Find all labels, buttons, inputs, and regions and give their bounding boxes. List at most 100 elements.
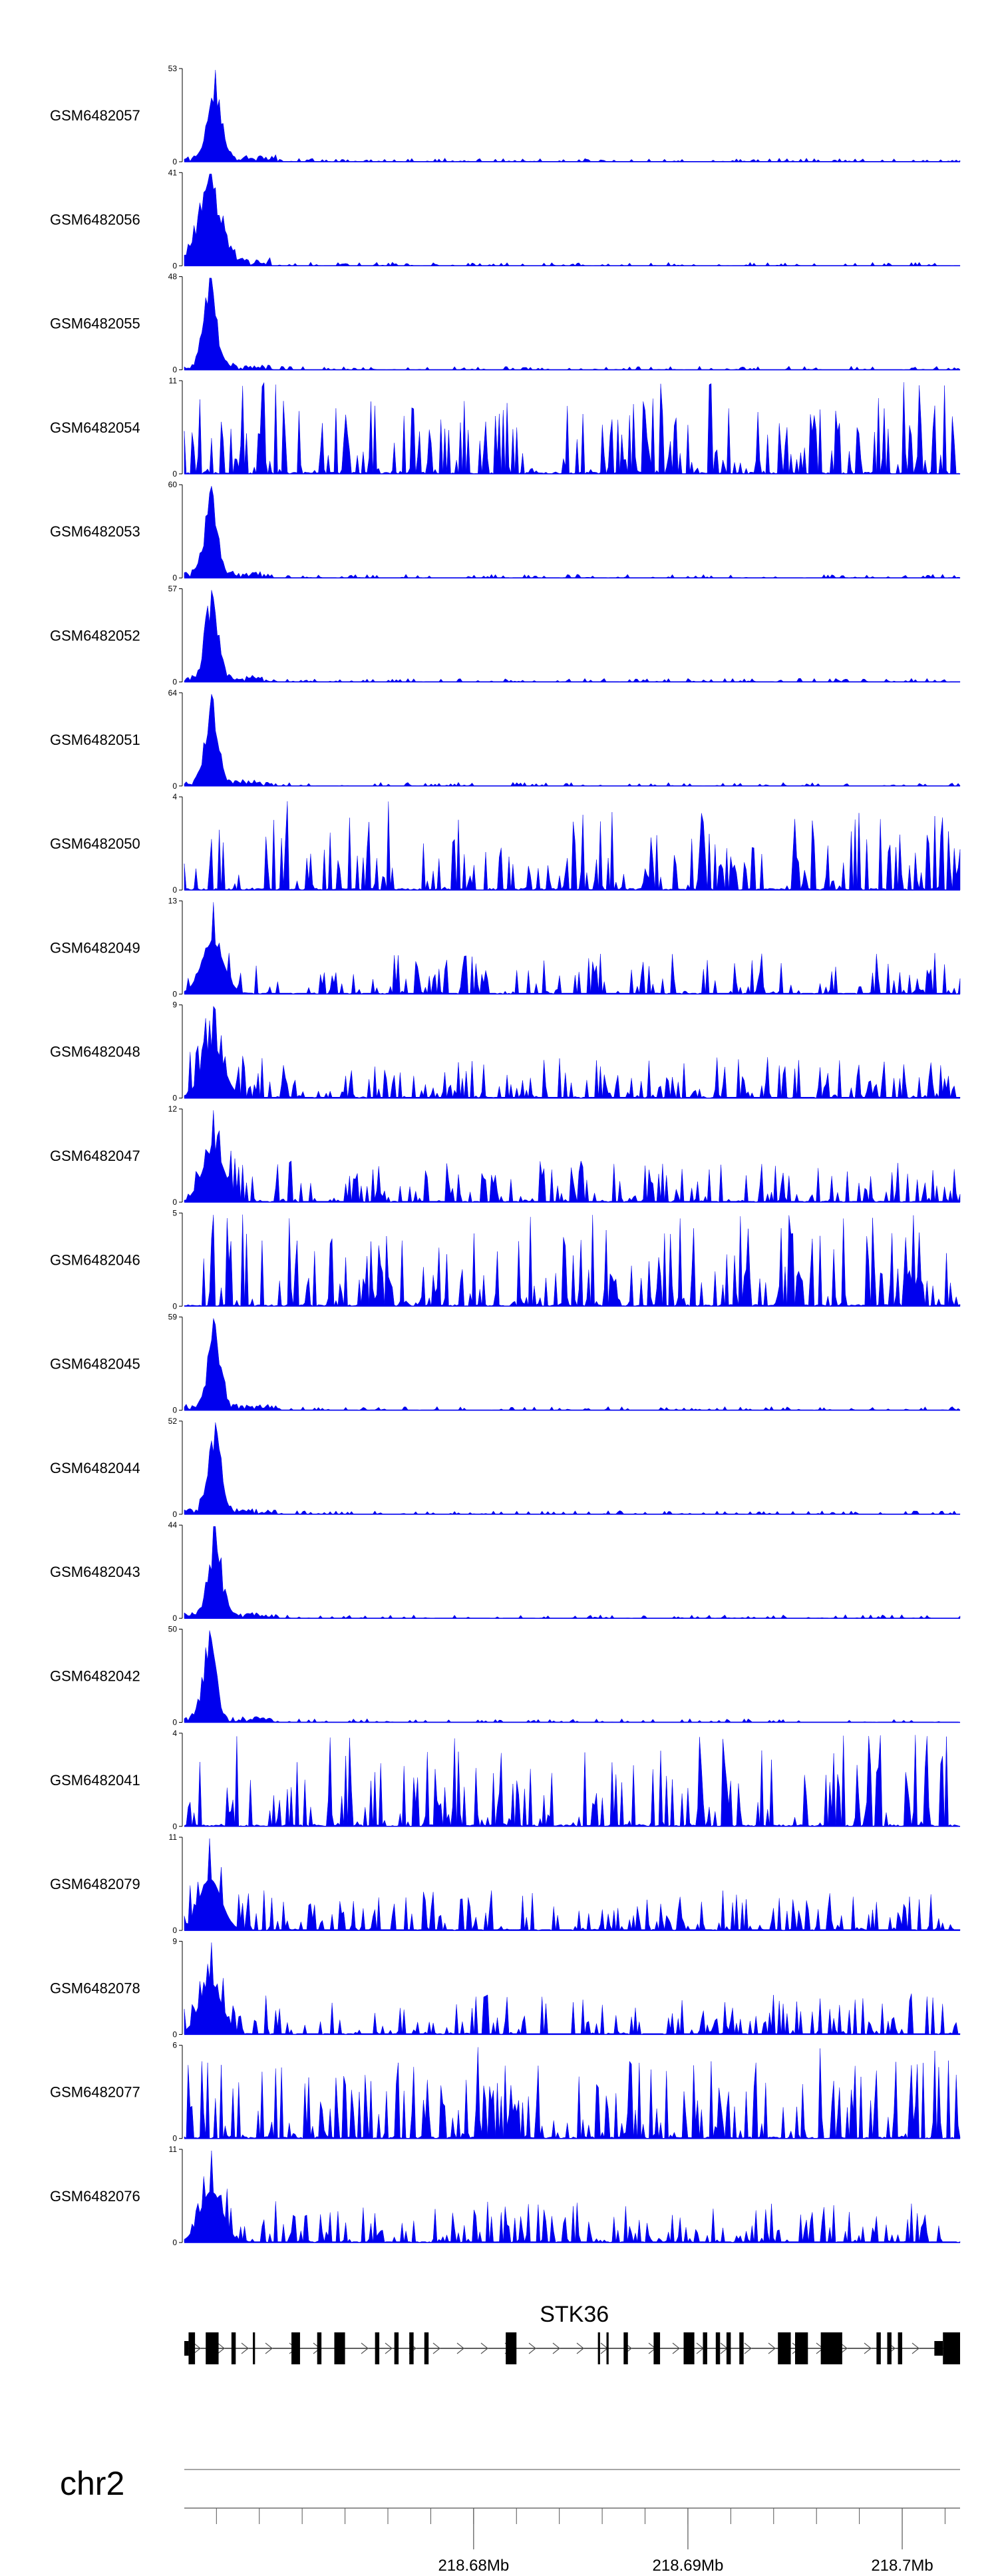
coverage-area [184, 1005, 961, 1098]
gene-exon [334, 2332, 345, 2364]
y-max-label: 53 [168, 64, 178, 73]
genome-coordinate-label: 218.7Mb [871, 2557, 933, 2575]
track-label: GSM6482078 [50, 1980, 140, 1996]
gene-exon [943, 2332, 960, 2364]
gene-exon [606, 2332, 609, 2364]
y-max-label: 11 [169, 2145, 178, 2154]
y-max-label: 41 [168, 168, 178, 177]
track-label: GSM6482077 [50, 2084, 140, 2101]
y-min-label: 0 [172, 2134, 177, 2143]
y-max-label: 13 [168, 896, 178, 905]
coverage-track: GSM6482046 5 0 [50, 1208, 961, 1311]
coverage-area [184, 1630, 961, 1723]
coverage-area [184, 1735, 961, 1827]
gene-exon [726, 2332, 731, 2364]
gene-exon [653, 2332, 661, 2364]
track-label: GSM6482079 [50, 1876, 140, 1892]
y-min-label: 0 [172, 989, 177, 998]
strand-arrow [552, 2342, 560, 2354]
gene-exon [253, 2332, 255, 2364]
track-label: GSM6482056 [50, 211, 140, 228]
gene-exon [715, 2332, 721, 2364]
gene-exon [794, 2332, 808, 2364]
track-label: GSM6482050 [50, 835, 140, 852]
gene-exon [394, 2332, 399, 2364]
y-min-label: 0 [172, 1926, 177, 1935]
strand-arrow [385, 2342, 393, 2354]
coverage-track: GSM6482041 4 0 [50, 1729, 961, 1831]
coverage-track: GSM6482077 6 0 [50, 2041, 961, 2143]
strand-arrow [768, 2342, 776, 2354]
strand-arrow [528, 2342, 536, 2354]
coverage-track: GSM6482076 11 0 [50, 2145, 961, 2247]
coverage-track: GSM6482043 44 0 [50, 1520, 961, 1623]
y-min-label: 0 [172, 885, 177, 895]
y-max-label: 59 [168, 1313, 178, 1322]
y-min-label: 0 [172, 1510, 177, 1519]
gene-exon [375, 2332, 380, 2364]
y-max-label: 57 [168, 584, 178, 594]
y-max-label: 4 [172, 792, 177, 801]
gene-exon [898, 2332, 903, 2364]
gene-exon [623, 2332, 628, 2364]
coverage-track: GSM6482044 52 0 [50, 1416, 961, 1519]
gene-annotation-track: STK36 [184, 2302, 960, 2364]
y-max-label: 12 [168, 1104, 178, 1114]
coverage-track: GSM6482054 11 0 [50, 376, 961, 479]
coverage-area [184, 1942, 961, 2035]
y-max-label: 44 [168, 1520, 178, 1530]
track-label: GSM6482048 [50, 1044, 140, 1060]
gene-name-label: STK36 [540, 2302, 609, 2327]
gene-exon [409, 2332, 414, 2364]
strand-arrow [241, 2342, 249, 2354]
strand-arrow [672, 2342, 680, 2354]
y-max-label: 11 [169, 376, 178, 385]
coverage-track: GSM6482079 11 0 [50, 1832, 961, 1935]
genome-axis-track: chr2 218.68Mb 218.69Mb 218.7Mb [60, 2465, 960, 2575]
coverage-area [184, 174, 961, 266]
strand-arrow [193, 2342, 201, 2354]
strand-arrow [265, 2342, 273, 2354]
gene-exon [703, 2332, 707, 2364]
y-min-label: 0 [172, 1301, 177, 1311]
coverage-area [184, 382, 961, 475]
y-max-label: 9 [172, 1000, 177, 1010]
coverage-area [184, 2047, 961, 2139]
track-label: GSM6482041 [50, 1772, 140, 1789]
gene-exon [820, 2332, 842, 2364]
y-min-label: 0 [172, 2238, 177, 2247]
gene-exon [778, 2332, 791, 2364]
coverage-area [184, 902, 961, 994]
y-min-label: 0 [172, 678, 177, 687]
y-max-label: 4 [172, 1729, 177, 1738]
track-label: GSM6482049 [50, 939, 140, 956]
coverage-area [184, 2150, 961, 2243]
y-min-label: 0 [172, 573, 177, 582]
track-label: GSM6482043 [50, 1564, 140, 1580]
coverage-area [184, 486, 961, 578]
track-label: GSM6482051 [50, 732, 140, 748]
coverage-area [184, 1838, 961, 1931]
coverage-track: GSM6482047 12 0 [50, 1104, 961, 1207]
coverage-track: GSM6482052 57 0 [50, 584, 961, 687]
strand-arrow [361, 2342, 369, 2354]
strand-arrow [840, 2342, 848, 2354]
coverage-track: GSM6482078 9 0 [50, 1936, 961, 2039]
track-label: GSM6482047 [50, 1148, 140, 1164]
coverage-area [184, 1110, 961, 1203]
coverage-track: GSM6482057 53 0 [50, 64, 961, 166]
gene-utr [184, 2341, 189, 2356]
coverage-area [184, 69, 961, 162]
strand-arrow [432, 2342, 440, 2354]
y-max-label: 5 [172, 1208, 177, 1217]
gene-exon [206, 2332, 219, 2364]
track-label: GSM6482055 [50, 316, 140, 332]
coverage-area [184, 801, 961, 891]
y-max-label: 50 [168, 1625, 178, 1634]
strand-arrow [456, 2342, 464, 2354]
y-max-label: 9 [172, 1936, 177, 1946]
coverage-track: GSM6482042 50 0 [50, 1625, 961, 1727]
gene-exon [506, 2332, 517, 2364]
coverage-area [184, 278, 961, 370]
coverage-track: GSM6482045 59 0 [50, 1313, 961, 1415]
